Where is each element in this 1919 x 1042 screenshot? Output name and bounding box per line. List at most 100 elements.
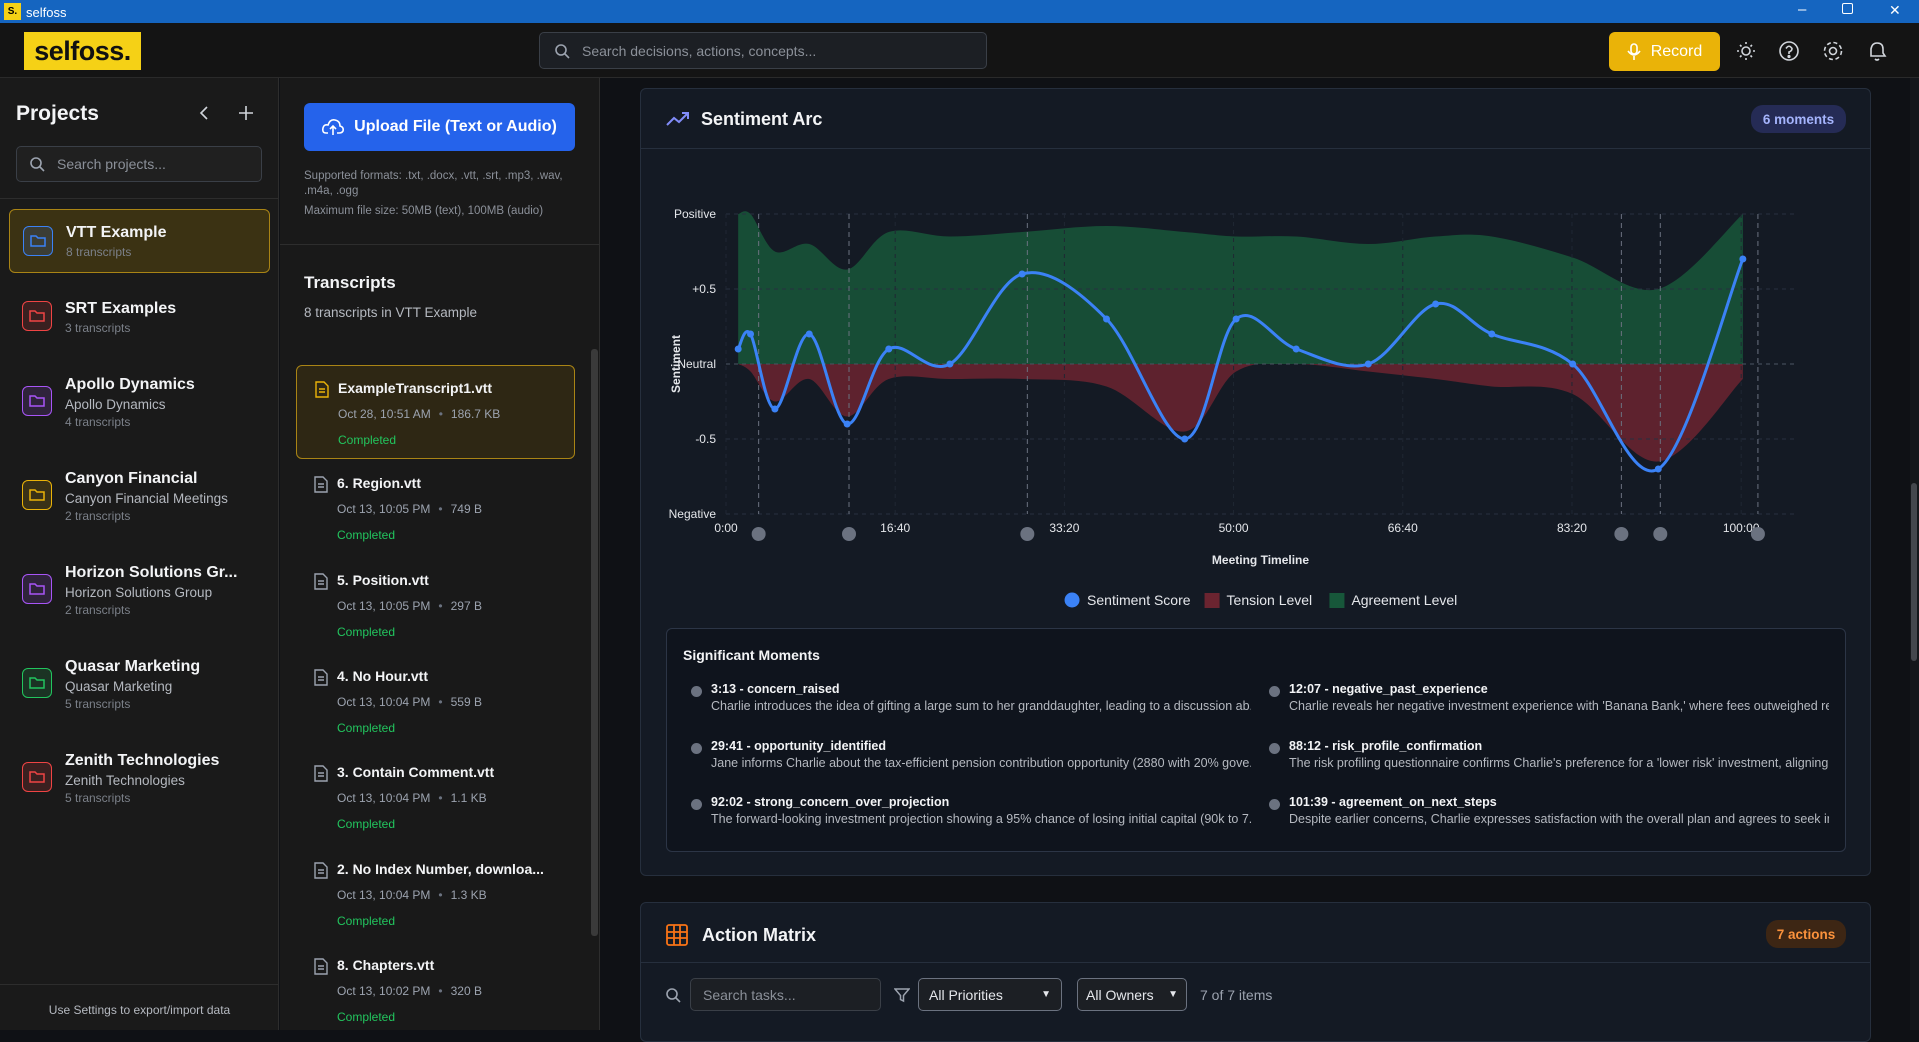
moments-badge: 6 moments — [1751, 105, 1846, 133]
moment-dot — [1269, 686, 1280, 697]
transcripts-subtitle: 8 transcripts in VTT Example — [304, 305, 478, 320]
transcript-date: Oct 28, 10:51 AM — [338, 407, 431, 421]
transcript-item[interactable]: 3. Contain Comment.vtt Oct 13, 10:04 PM • 1… — [296, 750, 575, 844]
moment-title: 88:12 - risk_profile_confirmation — [1289, 738, 1483, 753]
upload-label: Upload File (Text or Audio) — [354, 118, 557, 135]
filter-icon — [894, 988, 910, 1003]
transcript-name: ExampleTranscript1.vtt — [338, 380, 493, 396]
card-title: Sentiment Arc — [701, 109, 823, 129]
file-glyph — [314, 958, 328, 975]
file-icon — [314, 572, 328, 595]
theme-toggle[interactable] — [1737, 42, 1755, 60]
transcript-status: Completed — [337, 913, 396, 928]
transcript-item[interactable]: 5. Position.vtt Oct 13, 10:05 PM • 297 B Com… — [296, 558, 575, 652]
file-glyph — [314, 572, 328, 590]
project-text: SRT Examples 3 transcripts — [65, 300, 176, 335]
file-icon — [314, 861, 328, 884]
transcript-item[interactable]: 6. Region.vtt Oct 13, 10:05 PM • 749 B Compl… — [296, 461, 575, 555]
moment-title: 92:02 - strong_concern_over_projection — [711, 795, 950, 809]
transcript-name: 4. No Hour.vtt — [337, 667, 429, 684]
transcript-meta: Oct 28, 10:51 AM • 186.7 KB — [338, 407, 500, 421]
global-search[interactable]: Search decisions, actions, concepts... — [539, 32, 987, 69]
moment-dot — [691, 742, 702, 754]
transcript-date: Oct 13, 10:05 PM — [337, 502, 431, 517]
project-item[interactable]: Quasar Marketing Quasar Marketing 5 transc… — [9, 643, 270, 725]
project-item[interactable]: Apollo Dynamics Apollo Dynamics 4 transcri… — [9, 361, 270, 443]
minimize[interactable]: – — [1798, 1, 1807, 18]
collapse[interactable] — [199, 106, 208, 120]
divider — [0, 984, 279, 985]
actions-badge: 7 actions — [1766, 920, 1846, 948]
action-card: Action Matrix 7 actions Search tasks... … — [640, 902, 1871, 1042]
project-count: 2 transcripts — [65, 602, 131, 617]
upload-max-size: Maximum file size: 50MB (text), 100MB (a… — [304, 205, 544, 217]
help[interactable] — [1779, 41, 1799, 61]
moment-dot — [691, 799, 702, 810]
transcript-item[interactable]: ExampleTranscript1.vtt Oct 28, 10:51 AM • 1… — [296, 365, 575, 459]
transcript-status: Completed — [337, 1009, 396, 1024]
project-item[interactable]: Canyon Financial Canyon Financial Meeting… — [9, 455, 270, 537]
sentiment-card: Sentiment Arc 6 moments Significant Mome… — [640, 88, 1871, 876]
project-name: SRT Examples — [65, 299, 177, 317]
moment-text: Charlie introduces the idea of gifting a… — [711, 699, 1251, 713]
project-icon — [22, 301, 52, 331]
file-icon — [314, 669, 328, 691]
project-icon — [23, 226, 53, 256]
search-placeholder: Search projects... — [57, 156, 166, 172]
priority-select[interactable]: All Priorities ▼ — [918, 978, 1062, 1011]
moment-title: 101:39 - agreement_on_next_steps — [1289, 795, 1497, 809]
transcript-item[interactable]: 4. No Hour.vtt Oct 13, 10:04 PM • 559 B Comp… — [296, 654, 575, 748]
transcript-meta: Oct 13, 10:05 PM • 297 B — [337, 599, 482, 613]
trend-icon — [666, 112, 689, 126]
folder-icon — [29, 771, 45, 783]
transcript-item[interactable]: 2. No Index Number, downloa... Oct 13, 10… — [296, 847, 575, 941]
moment-dot — [691, 686, 702, 697]
project-item[interactable]: Zenith Technologies Zenith Technologies 5 … — [9, 737, 270, 819]
scrollbar[interactable] — [591, 349, 598, 936]
restore[interactable] — [1842, 3, 1853, 14]
notifications[interactable] — [1870, 42, 1887, 61]
file-glyph — [314, 765, 328, 782]
transcript-status: Completed — [337, 817, 396, 832]
owner-select[interactable]: All Owners ▼ — [1077, 978, 1187, 1011]
separator: • — [438, 694, 443, 709]
transcript-date: Oct 13, 10:04 PM — [337, 887, 431, 902]
transcript-name: 5. Position.vtt — [337, 571, 429, 588]
file-glyph — [315, 381, 329, 398]
file-glyph — [314, 861, 328, 879]
settings[interactable] — [1823, 41, 1843, 61]
transcript-meta: Oct 13, 10:04 PM • 559 B — [337, 695, 482, 709]
main-scrollbar[interactable] — [1911, 483, 1917, 661]
transcript-date: Oct 13, 10:04 PM — [337, 694, 431, 709]
project-item[interactable]: VTT Example 8 transcripts — [9, 209, 270, 273]
transcript-status: Completed — [338, 433, 397, 447]
project-count: 5 transcripts — [65, 696, 131, 711]
logo[interactable]: selfoss. — [24, 32, 141, 70]
add-project[interactable] — [239, 106, 253, 120]
owner-value: All Owners — [1086, 986, 1154, 1003]
card-title: Action Matrix — [702, 925, 817, 945]
moments-title: Significant Moments — [683, 647, 820, 663]
upload-formats: Supported formats: .txt, .docx, .vtt, .s… — [304, 170, 563, 197]
moment-title: 12:07 - negative_past_experience — [1289, 682, 1488, 696]
title-bar: S. selfoss – ✕ — [0, 0, 1919, 23]
transcript-size: 320 B — [450, 983, 482, 998]
project-count: 3 transcripts — [65, 320, 131, 335]
record-button[interactable]: Record — [1609, 32, 1720, 71]
project-item[interactable]: SRT Examples 3 transcripts — [9, 285, 270, 349]
sidebar-footer: Use Settings to export/import data — [48, 1003, 231, 1017]
transcript-size: 1.3 KB — [450, 887, 487, 902]
window-title: selfoss — [26, 5, 67, 20]
sidebar-actions — [199, 106, 253, 120]
project-item[interactable]: Horizon Solutions Gr... Horizon Solutions… — [9, 549, 270, 631]
upload-button[interactable]: Upload File (Text or Audio) — [304, 103, 575, 151]
transcript-item[interactable]: 8. Chapters.vtt Oct 13, 10:02 PM • 320 B Com… — [296, 943, 575, 1037]
project-search[interactable]: Search projects... — [16, 146, 262, 182]
header: selfoss. Search decisions, actions, conc… — [0, 23, 1919, 78]
task-search[interactable]: Search tasks... — [690, 978, 881, 1011]
close[interactable]: ✕ — [1889, 2, 1901, 18]
folder-icon — [30, 235, 46, 247]
divider — [641, 148, 1870, 149]
moment-title: 3:13 - concern_raised — [711, 682, 840, 696]
